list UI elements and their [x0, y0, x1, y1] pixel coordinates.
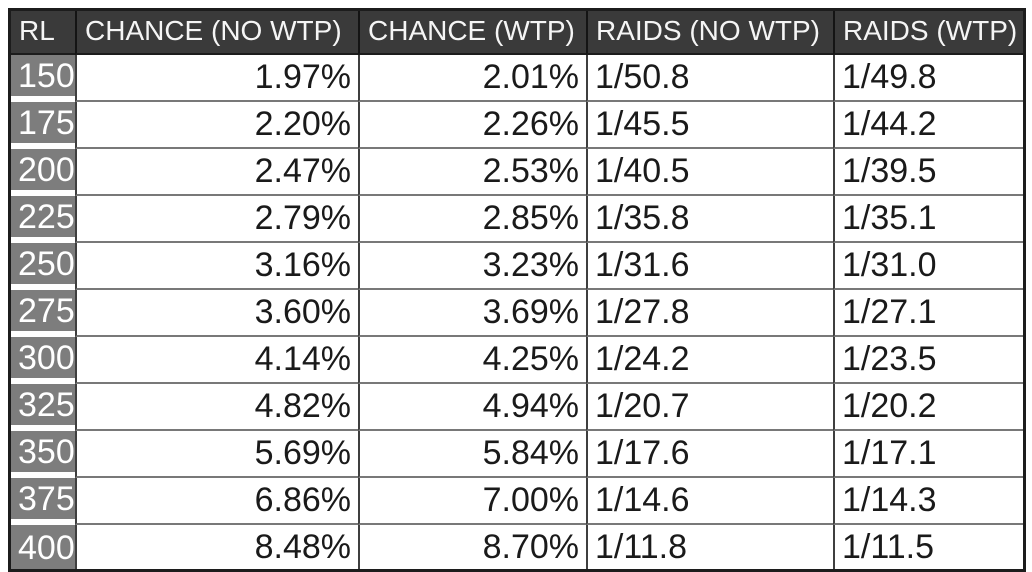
row-header-cell: 350 [11, 431, 75, 478]
table-cell-raids_wtp: 1/14.3 [833, 478, 1023, 525]
table-cell-raids_wtp: 1/20.2 [833, 384, 1023, 431]
table-cell-raids_no_wtp: 1/24.2 [586, 337, 833, 384]
table-row: 300 4.14% 4.25% 1/24.2 1/23.5 [11, 337, 1023, 384]
table-row: 150 1.97% 2.01% 1/50.8 1/49.8 [11, 55, 1023, 102]
column-header-rl: RL [11, 11, 75, 55]
table-body: 150 1.97% 2.01% 1/50.8 1/49.8 175 2.20% 2.26% 1/… [11, 55, 1023, 569]
column-header-chance_wtp: CHANCE (WTP) [358, 11, 586, 55]
table-head: RL CHANCE (NO WTP) CHANCE (WTP) RAIDS (NO W… [11, 11, 1023, 55]
table-cell-raids_no_wtp: 1/20.7 [586, 384, 833, 431]
table-row: 200 2.47% 2.53% 1/40.5 1/39.5 [11, 149, 1023, 196]
table-cell-raids_wtp: 1/35.1 [833, 196, 1023, 243]
table-cell-chance_no_wtp: 2.20% [75, 102, 358, 149]
table-cell-raids_no_wtp: 1/35.8 [586, 196, 833, 243]
table-cell-chance_no_wtp: 3.60% [75, 290, 358, 337]
table-row: 250 3.16% 3.23% 1/31.6 1/31.0 [11, 243, 1023, 290]
table-cell-raids_wtp: 1/11.5 [833, 525, 1023, 569]
row-header-cell: 150 [11, 55, 75, 102]
column-header-chance_no_wtp: CHANCE (NO WTP) [75, 11, 358, 55]
table-cell-chance_no_wtp: 2.47% [75, 149, 358, 196]
table-cell-chance_no_wtp: 8.48% [75, 525, 358, 569]
table-row: 175 2.20% 2.26% 1/45.5 1/44.2 [11, 102, 1023, 149]
table-cell-chance_wtp: 3.69% [358, 290, 586, 337]
table-cell-raids_wtp: 1/39.5 [833, 149, 1023, 196]
column-header-raids_no_wtp: RAIDS (NO WTP) [586, 11, 833, 55]
table-cell-raids_wtp: 1/23.5 [833, 337, 1023, 384]
table-cell-raids_wtp: 1/27.1 [833, 290, 1023, 337]
header-row: RL CHANCE (NO WTP) CHANCE (WTP) RAIDS (NO W… [11, 11, 1023, 55]
table-cell-chance_no_wtp: 3.16% [75, 243, 358, 290]
table-cell-raids_no_wtp: 1/40.5 [586, 149, 833, 196]
table-cell-chance_no_wtp: 6.86% [75, 478, 358, 525]
raid-chance-table: RL CHANCE (NO WTP) CHANCE (WTP) RAIDS (NO W… [8, 8, 1026, 572]
row-header-cell: 375 [11, 478, 75, 525]
table-row: 275 3.60% 3.69% 1/27.8 1/27.1 [11, 290, 1023, 337]
table-row: 400 8.48% 8.70% 1/11.8 1/11.5 [11, 525, 1023, 569]
column-header-raids_wtp: RAIDS (WTP) [833, 11, 1023, 55]
table-cell-chance_wtp: 7.00% [358, 478, 586, 525]
row-header-cell: 275 [11, 290, 75, 337]
table-cell-chance_wtp: 8.70% [358, 525, 586, 569]
row-header-cell: 300 [11, 337, 75, 384]
table-cell-raids_no_wtp: 1/17.6 [586, 431, 833, 478]
table-stage: RL CHANCE (NO WTP) CHANCE (WTP) RAIDS (NO W… [8, 8, 1026, 572]
row-header-cell: 175 [11, 102, 75, 149]
table-cell-chance_no_wtp: 4.82% [75, 384, 358, 431]
table-cell-chance_wtp: 2.01% [358, 55, 586, 102]
row-header-cell: 325 [11, 384, 75, 431]
table-cell-chance_wtp: 3.23% [358, 243, 586, 290]
table-cell-chance_wtp: 4.94% [358, 384, 586, 431]
table-cell-raids_no_wtp: 1/50.8 [586, 55, 833, 102]
row-header-cell: 400 [11, 525, 75, 569]
table-cell-chance_no_wtp: 5.69% [75, 431, 358, 478]
row-header-cell: 225 [11, 196, 75, 243]
table-cell-chance_no_wtp: 4.14% [75, 337, 358, 384]
table-cell-raids_no_wtp: 1/45.5 [586, 102, 833, 149]
row-header-cell: 200 [11, 149, 75, 196]
table-row: 375 6.86% 7.00% 1/14.6 1/14.3 [11, 478, 1023, 525]
table-row: 350 5.69% 5.84% 1/17.6 1/17.1 [11, 431, 1023, 478]
table-cell-chance_no_wtp: 2.79% [75, 196, 358, 243]
row-header-cell: 250 [11, 243, 75, 290]
table-cell-chance_wtp: 5.84% [358, 431, 586, 478]
table-cell-raids_wtp: 1/44.2 [833, 102, 1023, 149]
table-cell-chance_wtp: 2.53% [358, 149, 586, 196]
table-cell-raids_no_wtp: 1/27.8 [586, 290, 833, 337]
table-row: 325 4.82% 4.94% 1/20.7 1/20.2 [11, 384, 1023, 431]
table-cell-raids_no_wtp: 1/14.6 [586, 478, 833, 525]
table-cell-chance_wtp: 4.25% [358, 337, 586, 384]
table-cell-raids_no_wtp: 1/11.8 [586, 525, 833, 569]
table-cell-chance_no_wtp: 1.97% [75, 55, 358, 102]
table-cell-raids_wtp: 1/49.8 [833, 55, 1023, 102]
table-cell-chance_wtp: 2.26% [358, 102, 586, 149]
table-cell-raids_no_wtp: 1/31.6 [586, 243, 833, 290]
table-cell-raids_wtp: 1/17.1 [833, 431, 1023, 478]
table-cell-chance_wtp: 2.85% [358, 196, 586, 243]
table-cell-raids_wtp: 1/31.0 [833, 243, 1023, 290]
table-row: 225 2.79% 2.85% 1/35.8 1/35.1 [11, 196, 1023, 243]
